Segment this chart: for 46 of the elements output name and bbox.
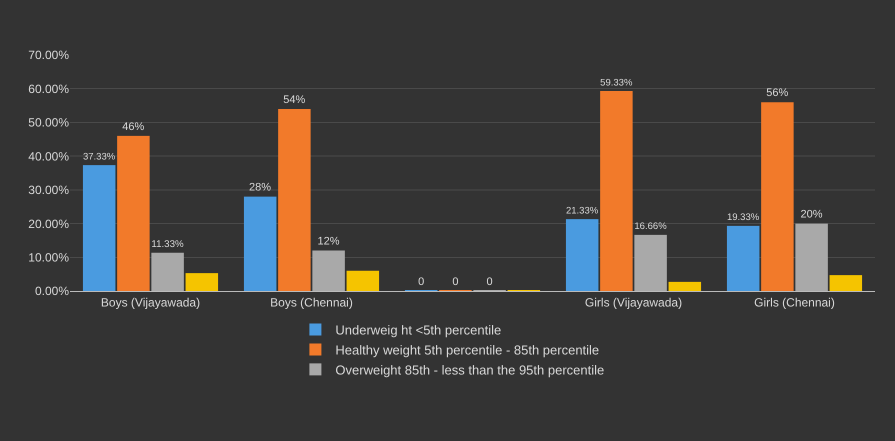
x-tick-label: Girls (Vijayawada) bbox=[584, 295, 682, 310]
legend-label: Healthy weight 5th percentile - 85th percentile bbox=[335, 342, 600, 358]
x-tick-label: Boys (Chennai) bbox=[270, 295, 353, 310]
bar bbox=[346, 270, 380, 291]
data-label: 0 bbox=[452, 276, 458, 288]
bar bbox=[795, 224, 828, 291]
bar bbox=[600, 90, 633, 291]
data-label: 0 bbox=[486, 276, 493, 288]
data-label: 11.33% bbox=[151, 239, 184, 250]
bar bbox=[566, 219, 598, 291]
bar bbox=[312, 250, 345, 291]
data-label: 37.33% bbox=[82, 152, 116, 163]
bar bbox=[82, 165, 116, 291]
y-tick-label: 50.00% bbox=[28, 116, 70, 130]
bar bbox=[830, 275, 862, 291]
bar bbox=[186, 273, 218, 291]
bar bbox=[117, 136, 150, 291]
data-label: 0 bbox=[418, 276, 424, 288]
data-label: 19.33% bbox=[726, 212, 760, 224]
data-label: 54% bbox=[283, 94, 306, 106]
bar bbox=[634, 234, 667, 291]
data-label: 21.33% bbox=[566, 205, 599, 216]
y-tick-label: 70.00% bbox=[28, 48, 70, 62]
data-label: 46% bbox=[122, 120, 145, 133]
data-label: 59.33% bbox=[600, 77, 633, 88]
data-label: 28% bbox=[249, 182, 272, 194]
x-tick-label: Girls (Chennai) bbox=[754, 295, 835, 310]
x-tick-label: Boys (Vijayawada) bbox=[100, 295, 200, 310]
bar bbox=[726, 226, 760, 291]
bar bbox=[278, 108, 311, 291]
bar bbox=[668, 282, 702, 291]
legend-label: Underweig ht <5th percentile bbox=[335, 322, 502, 338]
data-label: 12% bbox=[317, 236, 340, 248]
legend-label: Overweight 85th - less than the 95th percentile bbox=[335, 362, 604, 378]
y-tick-label: 60.00% bbox=[28, 82, 70, 96]
y-tick-label: 30.00% bbox=[28, 183, 70, 198]
bar bbox=[151, 252, 184, 291]
data-label: 56% bbox=[766, 87, 789, 100]
data-label: 16.66% bbox=[634, 221, 668, 232]
y-tick-label: 40.00% bbox=[28, 149, 70, 164]
y-tick-label: 0.00% bbox=[34, 284, 70, 298]
y-tick-label: 20.00% bbox=[28, 216, 70, 231]
y-tick-label: 10.00% bbox=[28, 250, 70, 264]
data-label: 20% bbox=[800, 208, 823, 221]
bar bbox=[761, 102, 794, 291]
bar bbox=[244, 196, 276, 291]
